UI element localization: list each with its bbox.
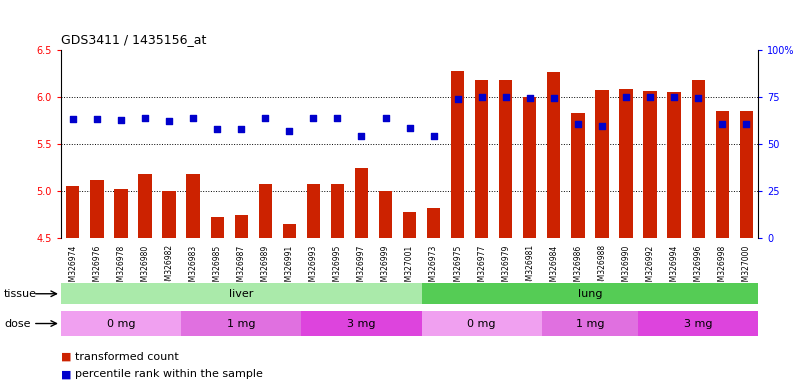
Text: ■: ■ [61, 352, 75, 362]
Point [620, 94, 633, 100]
Bar [90, 180, 104, 238]
Text: 3 mg: 3 mg [347, 318, 375, 329]
Point [740, 121, 753, 127]
Text: transformed count: transformed count [75, 352, 179, 362]
Point [139, 114, 152, 121]
FancyBboxPatch shape [542, 311, 638, 336]
Bar [715, 111, 729, 238]
Point [547, 95, 560, 101]
Bar [211, 217, 224, 238]
Bar [523, 97, 536, 238]
Text: liver: liver [229, 289, 253, 299]
Text: percentile rank within the sample: percentile rank within the sample [75, 369, 264, 379]
Point [283, 128, 296, 134]
Bar [114, 189, 127, 238]
Bar [67, 186, 79, 238]
Point [403, 125, 416, 131]
Bar [667, 92, 680, 238]
FancyBboxPatch shape [422, 283, 758, 304]
Point [475, 94, 488, 100]
Bar [451, 71, 464, 238]
FancyBboxPatch shape [638, 311, 758, 336]
Bar [595, 90, 608, 238]
Point [572, 121, 585, 127]
Point [114, 116, 127, 122]
FancyBboxPatch shape [302, 311, 422, 336]
Point [595, 123, 608, 129]
Bar [139, 174, 152, 238]
FancyBboxPatch shape [61, 283, 422, 304]
Bar [403, 212, 416, 238]
Text: lung: lung [577, 289, 603, 299]
Point [379, 114, 392, 121]
Point [259, 114, 272, 121]
Point [234, 126, 247, 132]
Point [716, 121, 729, 127]
FancyBboxPatch shape [422, 311, 542, 336]
Bar [259, 184, 272, 238]
Point [67, 116, 79, 122]
Bar [331, 184, 344, 238]
Bar [307, 184, 320, 238]
Bar [692, 80, 705, 238]
Bar [234, 215, 248, 238]
Point [307, 114, 320, 121]
Point [427, 133, 440, 139]
Point [500, 94, 513, 100]
Bar [162, 191, 176, 238]
Text: 1 mg: 1 mg [227, 318, 255, 329]
Point [644, 94, 657, 100]
Text: GDS3411 / 1435156_at: GDS3411 / 1435156_at [61, 33, 206, 46]
Bar [379, 191, 393, 238]
Bar [499, 80, 513, 238]
Text: 0 mg: 0 mg [107, 318, 135, 329]
Point [355, 133, 368, 139]
Bar [355, 167, 368, 238]
Bar [187, 174, 200, 238]
Bar [571, 113, 585, 238]
Text: 0 mg: 0 mg [467, 318, 496, 329]
Bar [427, 208, 440, 238]
Point [331, 114, 344, 121]
Point [692, 95, 705, 101]
Text: ■: ■ [61, 369, 75, 379]
Text: tissue: tissue [4, 289, 37, 299]
Point [187, 114, 200, 121]
Bar [740, 111, 753, 238]
Bar [475, 80, 488, 238]
Bar [547, 71, 560, 238]
Text: 1 mg: 1 mg [576, 318, 604, 329]
Bar [643, 91, 657, 238]
Point [451, 96, 464, 102]
Point [211, 126, 224, 132]
Bar [283, 224, 296, 238]
Point [162, 118, 175, 124]
Point [523, 95, 536, 101]
Point [90, 116, 103, 122]
FancyBboxPatch shape [181, 311, 302, 336]
Text: 3 mg: 3 mg [684, 318, 712, 329]
Point [667, 94, 680, 100]
Bar [620, 89, 633, 238]
FancyBboxPatch shape [61, 311, 181, 336]
Text: dose: dose [4, 318, 31, 329]
